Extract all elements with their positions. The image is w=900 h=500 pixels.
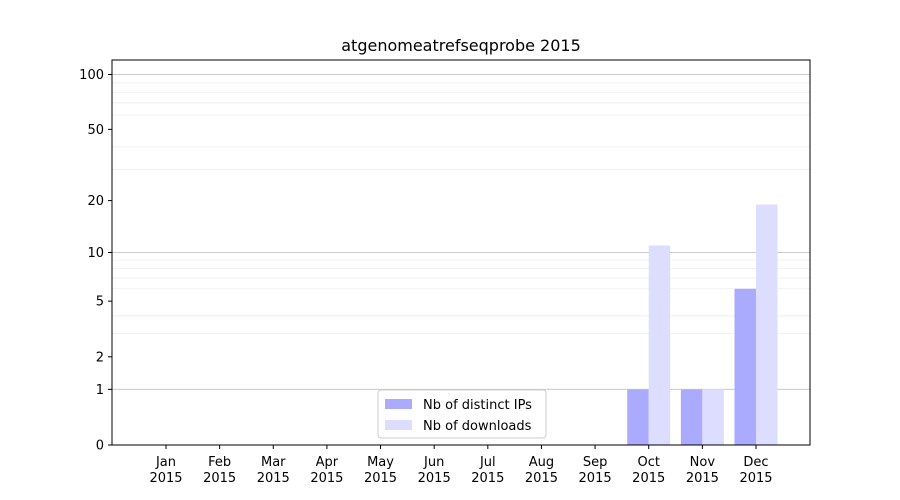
y-tick-label: 50 xyxy=(87,123,104,138)
bar-distinct-ips xyxy=(734,288,756,445)
x-tick-label: Nov 2015 xyxy=(686,455,719,486)
bar-downloads xyxy=(648,245,671,445)
legend: Nb of distinct IPs Nb of downloads xyxy=(377,389,547,439)
x-tick-label: Aug 2015 xyxy=(525,455,558,486)
x-ticks: Jan 2015 Feb 2015 Mar 2015 Apr 2015 May 2015 Jun 20… xyxy=(149,445,773,486)
bar-downloads xyxy=(756,204,778,445)
x-tick-label: May 2015 xyxy=(364,455,397,486)
y-tick-label: 20 xyxy=(87,194,104,209)
x-tick-label: Jun 2015 xyxy=(418,455,451,486)
y-tick-label: 2 xyxy=(96,350,104,365)
x-tick-label: Sep 2015 xyxy=(579,455,612,486)
x-tick-label: Jul 2015 xyxy=(471,455,504,486)
legend-label: Nb of distinct IPs xyxy=(423,398,532,413)
bar-distinct-ips xyxy=(680,389,703,445)
bar-distinct-ips xyxy=(627,389,649,445)
x-tick-label: Mar 2015 xyxy=(257,455,290,486)
bars xyxy=(627,204,778,445)
y-tick-label: 100 xyxy=(79,68,104,83)
y-tick-label: 5 xyxy=(96,295,104,310)
y-tick-label: 0 xyxy=(96,439,104,454)
x-tick-label: Apr 2015 xyxy=(310,455,343,486)
legend-label: Nb of downloads xyxy=(423,419,532,434)
x-tick-label: Dec 2015 xyxy=(739,455,772,486)
bar-downloads xyxy=(702,389,724,445)
chart-title: atgenomeatrefseqprobe 2015 xyxy=(341,36,581,55)
x-tick-label: Oct 2015 xyxy=(632,455,665,486)
grid-lines xyxy=(112,74,810,390)
y-tick-label: 10 xyxy=(87,246,104,261)
x-tick-label: Feb 2015 xyxy=(203,455,236,486)
x-tick-label: Jan 2015 xyxy=(149,455,182,486)
legend-swatch xyxy=(385,399,412,409)
legend-box xyxy=(377,389,547,439)
y-ticks: 0 1 2 5 10 20 50 100 xyxy=(79,68,112,454)
y-tick-label: 1 xyxy=(96,383,104,398)
legend-swatch xyxy=(385,420,412,430)
